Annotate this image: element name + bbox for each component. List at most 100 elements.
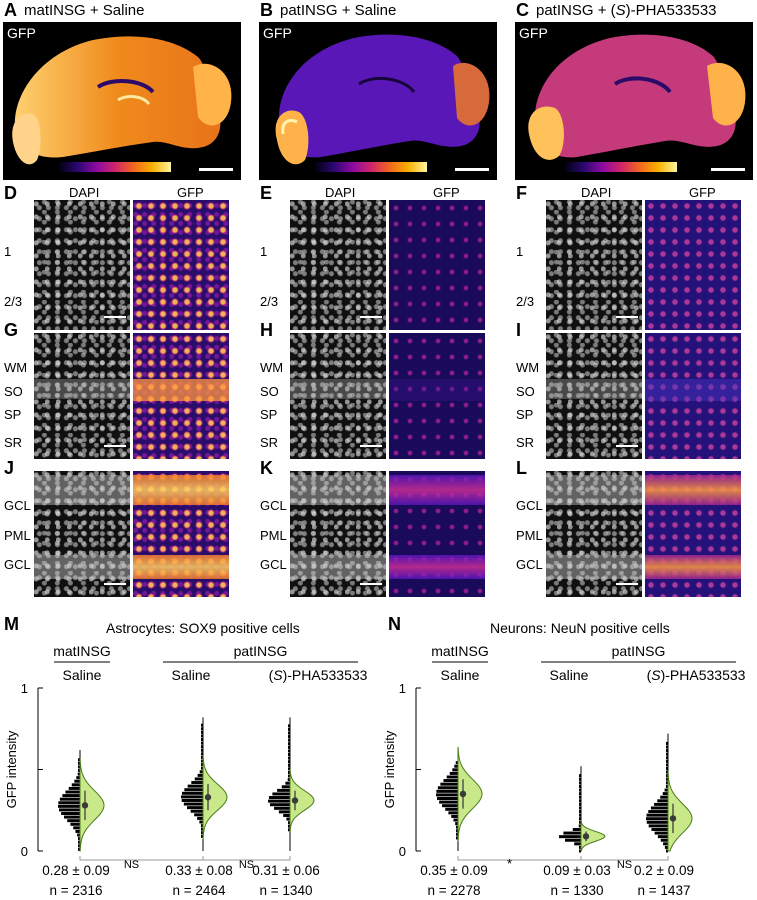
histogram-bar — [184, 788, 203, 792]
density-violin — [457, 746, 483, 842]
histogram-bar — [579, 845, 581, 849]
histogram-bar — [646, 817, 668, 821]
histogram-bar — [660, 795, 668, 799]
panel-title: patINSG + (S)-PHA533533 — [536, 2, 717, 19]
histogram-bar — [201, 748, 203, 752]
histogram-bar — [579, 795, 581, 799]
mean-sd-label: 0.33 ± 0.08 — [165, 863, 232, 878]
histogram-bar — [288, 821, 290, 825]
group-header: patINSG — [612, 643, 666, 659]
histogram-bar — [666, 745, 668, 749]
histogram-bar — [456, 829, 458, 833]
histogram-bar — [657, 799, 668, 803]
histogram-bar — [579, 781, 581, 785]
histogram-bar — [559, 835, 581, 839]
scale-bar — [360, 583, 382, 585]
gfp-image — [389, 200, 485, 330]
mean-sd-label: 0.31 ± 0.06 — [252, 863, 319, 878]
layer-label: SO — [260, 384, 279, 399]
scale-bar — [104, 316, 126, 318]
scale-bar — [360, 445, 382, 447]
n-label: n = 1437 — [638, 883, 691, 898]
intensity-colorbar — [565, 162, 677, 172]
scale-bar — [616, 445, 638, 447]
histogram-bar — [456, 825, 458, 829]
layer-label: GCL — [260, 498, 287, 513]
histogram-bar — [191, 781, 203, 785]
histogram-bar — [456, 836, 458, 840]
dapi-channel-header: DAPI — [325, 185, 356, 200]
layer-label: GCL — [4, 557, 31, 572]
layer-label: GCL — [4, 498, 31, 513]
comparison-bracket — [79, 856, 204, 861]
histogram-bar — [288, 745, 290, 749]
group-header: matINSG — [53, 643, 111, 659]
dapi-image — [290, 471, 386, 597]
histogram-bar — [283, 813, 290, 817]
dapi-image — [34, 471, 130, 597]
histogram-bar — [288, 731, 290, 735]
panel-title: matINSG + Saline — [24, 2, 145, 19]
histogram-bar — [74, 779, 80, 783]
histogram-bar — [201, 727, 203, 731]
chart-title: Astrocytes: SOX9 positive cells — [106, 620, 300, 636]
histogram-bar — [288, 763, 290, 767]
mean-sd-label: 0.35 ± 0.09 — [420, 863, 487, 878]
histogram-bar — [288, 760, 290, 764]
histogram-bar — [288, 824, 290, 828]
significance-label: NS — [617, 859, 632, 871]
histogram-bar — [440, 782, 458, 786]
density-violin — [580, 820, 606, 852]
histogram-bar — [666, 763, 668, 767]
histogram-bar — [65, 790, 80, 794]
histogram-bar — [278, 810, 290, 814]
histogram-bar — [201, 759, 203, 763]
histogram-bar — [197, 816, 203, 820]
brain-section-image: GFP — [515, 22, 753, 180]
histogram-bar — [666, 777, 668, 781]
histogram-bar — [78, 840, 80, 844]
histogram-bar — [61, 812, 80, 816]
gfp-image — [389, 471, 485, 597]
histogram-bar — [288, 753, 290, 757]
histogram-bar — [646, 820, 668, 824]
histogram-bar — [78, 847, 80, 851]
histogram-bar — [288, 738, 290, 742]
histogram-bar — [73, 826, 80, 830]
histogram-bar — [59, 797, 80, 801]
layer-label: 2/3 — [260, 294, 279, 309]
y-tick-label: 0 — [399, 844, 406, 859]
histogram-bar — [78, 844, 80, 848]
histogram-bar — [288, 735, 290, 739]
histogram-bar — [657, 835, 668, 839]
scale-bar — [455, 168, 489, 171]
histogram-bar — [666, 759, 668, 763]
mean-point — [204, 794, 212, 801]
brain-section-image: GFP — [3, 22, 241, 180]
histogram-bar — [666, 767, 668, 771]
histogram-bar — [288, 828, 290, 832]
y-axis-label: GFP intensity — [382, 730, 397, 808]
n-label: n = 1340 — [260, 883, 313, 898]
histogram-bar — [71, 783, 80, 787]
histogram-bar — [199, 820, 203, 824]
histogram-bar — [565, 838, 581, 842]
mean-point — [669, 815, 677, 822]
histogram-bar — [664, 845, 668, 849]
histogram-bar — [58, 801, 80, 805]
comparison-bracket — [457, 856, 582, 861]
histogram-bar — [187, 806, 203, 810]
channel-label: GFP — [519, 25, 548, 41]
histogram-bar — [183, 802, 203, 806]
layer-label: GCL — [516, 498, 543, 513]
histogram-bar — [452, 768, 458, 772]
brain-section-image: GFP — [259, 22, 497, 180]
histogram-bar — [651, 827, 668, 831]
histogram-bar — [62, 794, 80, 798]
histogram-bar — [286, 817, 290, 821]
layer-label: SP — [4, 407, 22, 422]
gfp-channel-header: GFP — [433, 185, 460, 200]
n-label: n = 2316 — [50, 883, 103, 898]
gfp-image — [645, 333, 741, 459]
histogram-bar — [448, 811, 458, 815]
